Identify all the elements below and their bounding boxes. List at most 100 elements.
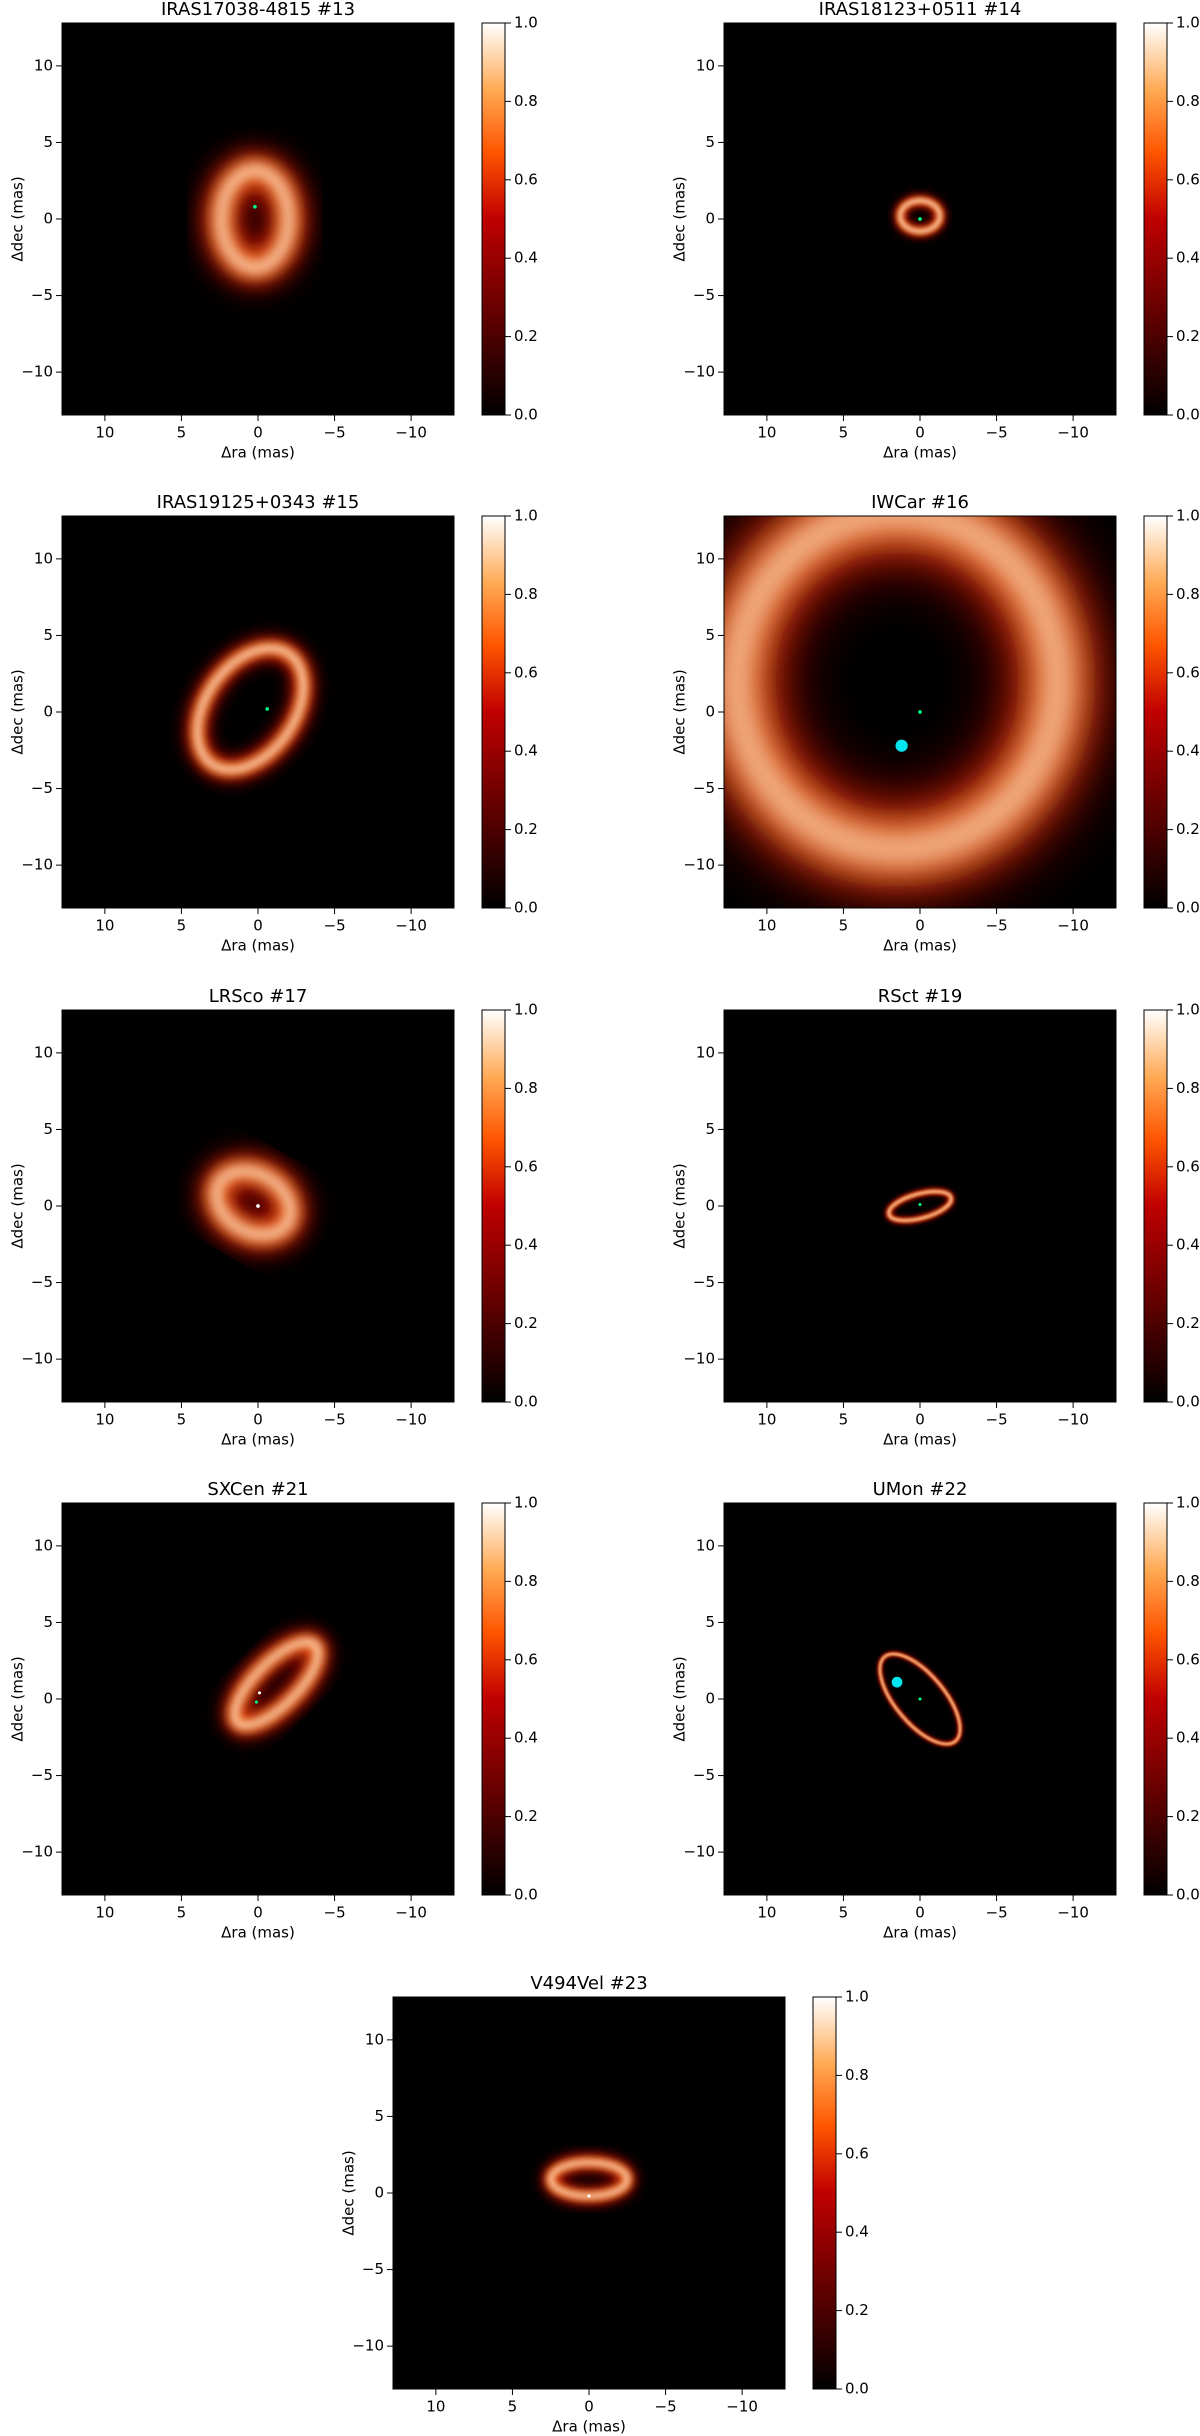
colorbar	[1143, 1502, 1168, 1896]
colorbar-tick-label: 0.0	[514, 406, 538, 424]
y-tick-label: −5	[31, 286, 53, 304]
y-tick-label: 10	[34, 549, 53, 567]
panel-title: IRAS17038-4815 #13	[161, 0, 355, 20]
x-tick-label: 5	[839, 424, 849, 442]
y-tick-label: 5	[43, 1613, 53, 1631]
image	[885, 1188, 955, 1224]
x-axis-label: Δra (mas)	[552, 2418, 626, 2436]
y-tick-label: 5	[374, 2107, 384, 2125]
x-tick-label: −10	[395, 917, 427, 935]
colorbar-tick-label: 0.0	[514, 1393, 538, 1411]
colorbar-tick-label: 1.0	[1176, 507, 1200, 525]
star-marker	[918, 710, 922, 714]
star-marker	[895, 739, 908, 752]
y-tick-label: −10	[21, 856, 53, 874]
x-tick-label: 10	[757, 1411, 776, 1429]
colorbar-tick-label: 0.6	[1176, 1650, 1200, 1668]
x-tick-label: −10	[726, 2398, 758, 2416]
star-marker	[253, 204, 257, 209]
y-tick-label: −10	[683, 1843, 715, 1861]
x-tick-label: −5	[986, 1411, 1008, 1429]
colorbar-tick-label: 0.0	[514, 1886, 538, 1904]
colorbar-tick-label: 0.0	[514, 899, 538, 917]
colorbar-tick-label: 1.0	[514, 1494, 538, 1512]
y-tick-label: −5	[693, 1273, 715, 1291]
x-tick-label: 0	[584, 2398, 594, 2416]
image	[204, 153, 306, 285]
x-tick-label: −10	[1057, 917, 1089, 935]
disk-ring	[726, 516, 1068, 860]
colorbar-tick-label: 0.6	[1176, 663, 1200, 681]
panel-title: LRSco #17	[209, 986, 308, 1007]
x-tick-label: −10	[1057, 1904, 1089, 1922]
x-tick-label: −5	[324, 1411, 346, 1429]
panel: 10 5 0 −5 −10 −10 −5 0 5 10 IRAS18123+0511 #14 Δra …	[671, 0, 1200, 462]
colorbar-tick-label: 0.2	[1176, 1314, 1200, 1332]
panel: 10 5 0 −5 −10 −10 −5 0 5 10 LRSco #17 Δra (mas) Δdec…	[9, 986, 538, 1449]
x-tick-label: 5	[177, 1411, 187, 1429]
y-tick-label: 5	[705, 1613, 715, 1631]
x-axis-label: Δra (mas)	[221, 937, 295, 955]
colorbar-tick-label: 0.0	[1176, 1886, 1200, 1904]
image	[724, 516, 1097, 889]
y-axis-label: Δdec (mas)	[671, 1163, 689, 1248]
colorbar-tick-label: 0.2	[1176, 820, 1200, 838]
y-tick-label: −10	[21, 1843, 53, 1861]
x-tick-label: 0	[253, 1904, 263, 1922]
star-marker	[918, 217, 922, 221]
y-tick-label: −5	[31, 779, 53, 797]
x-tick-label: −10	[395, 424, 427, 442]
y-axis-label: Δdec (mas)	[9, 176, 27, 261]
x-axis-label: Δra (mas)	[883, 1431, 957, 1449]
disk-ring	[898, 199, 942, 233]
x-axis-label: Δra (mas)	[221, 1924, 295, 1942]
y-tick-label: 0	[705, 1690, 715, 1708]
x-axis-label: Δra (mas)	[221, 444, 295, 462]
x-tick-label: 0	[915, 424, 925, 442]
x-tick-label: 5	[839, 1411, 849, 1429]
y-axis-label: Δdec (mas)	[9, 669, 27, 754]
y-tick-label: 0	[43, 1197, 53, 1215]
y-tick-label: 10	[34, 1043, 53, 1061]
panel-title: SXCen #21	[207, 1479, 308, 1500]
x-tick-label: −10	[395, 1904, 427, 1922]
panel: 10 5 0 −5 −10 −10 −5 0 5 10 V494Vel #23 Δra (mas) Δd…	[340, 1973, 869, 2436]
y-axis-label: Δdec (mas)	[9, 1163, 27, 1248]
colorbar-tick-label: 0.8	[514, 1079, 538, 1097]
y-tick-label: 5	[43, 133, 53, 151]
x-tick-label: 10	[95, 424, 114, 442]
y-tick-label: 5	[705, 133, 715, 151]
x-tick-label: −5	[986, 917, 1008, 935]
x-tick-label: 5	[177, 1904, 187, 1922]
image-background	[62, 516, 454, 908]
colorbar-tick-label: 0.4	[514, 249, 538, 267]
y-tick-label: −5	[693, 779, 715, 797]
x-axis-label: Δra (mas)	[883, 1924, 957, 1942]
image	[200, 1155, 307, 1251]
x-tick-label: −5	[655, 2398, 677, 2416]
disk-ring	[212, 1166, 295, 1239]
panel-title: UMon #22	[873, 1479, 968, 1500]
x-axis-label: Δra (mas)	[221, 1431, 295, 1449]
x-tick-label: 10	[95, 1904, 114, 1922]
image	[894, 195, 946, 237]
colorbar-tick-label: 1.0	[514, 14, 538, 32]
y-tick-label: 10	[696, 56, 715, 74]
x-tick-label: 10	[757, 1904, 776, 1922]
y-tick-label: −5	[31, 1766, 53, 1784]
y-tick-label: −5	[362, 2260, 384, 2278]
panel-title: V494Vel #23	[530, 1973, 647, 1994]
image-background	[62, 1503, 454, 1895]
y-tick-label: −10	[352, 2337, 384, 2355]
star-marker	[891, 1676, 903, 1688]
image-background	[62, 23, 454, 415]
star-marker	[258, 1691, 262, 1695]
y-tick-label: −5	[693, 286, 715, 304]
colorbar-tick-label: 0.2	[1176, 327, 1200, 345]
y-axis-label: Δdec (mas)	[671, 176, 689, 261]
image	[543, 2154, 635, 2204]
colorbar	[812, 1996, 837, 2390]
panel-title: IRAS18123+0511 #14	[819, 0, 1022, 20]
colorbar-tick-label: 0.4	[1176, 249, 1200, 267]
